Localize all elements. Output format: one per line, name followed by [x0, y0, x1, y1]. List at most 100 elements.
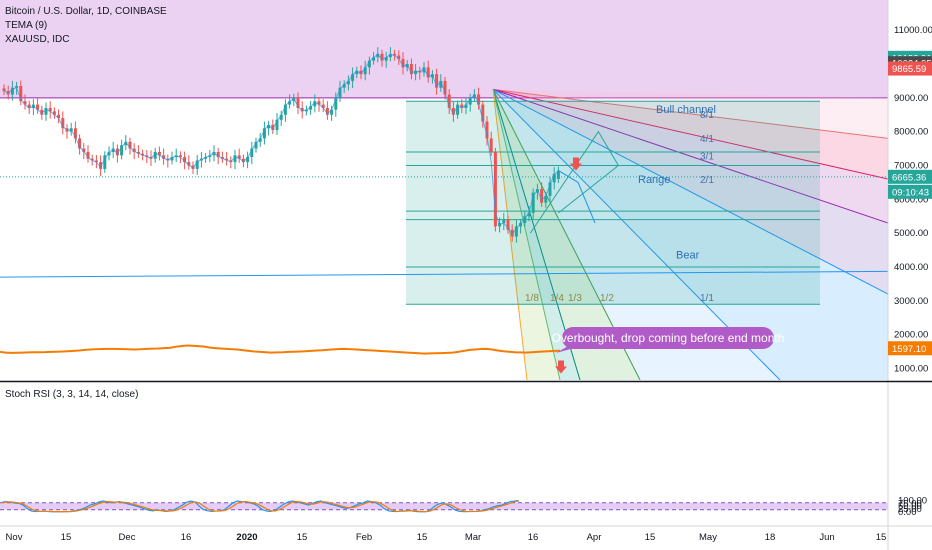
candle-body — [510, 229, 514, 237]
price-label-text: 6665.36 — [892, 172, 926, 183]
candle-body — [40, 109, 44, 115]
candle-body — [502, 219, 506, 224]
time-tick-label: Nov — [6, 532, 23, 543]
candle-body — [52, 111, 56, 115]
candle-body — [132, 148, 136, 152]
candle-body — [237, 155, 241, 159]
zone-label: Bull channel — [656, 104, 716, 116]
candle-body — [548, 182, 552, 196]
candle-body — [460, 104, 464, 108]
trend-line — [0, 270, 888, 278]
candle-body — [397, 55, 401, 59]
xauusd-line — [0, 344, 561, 355]
candle-body — [376, 53, 380, 58]
candle-body — [2, 88, 6, 92]
candle-body — [451, 107, 455, 115]
candle-body — [300, 107, 304, 112]
candle-body — [120, 145, 124, 156]
candle-body — [309, 106, 313, 110]
down-arrow-icon — [555, 360, 567, 374]
candle-body — [435, 74, 439, 88]
gann-fan-label: 2/1 — [700, 175, 714, 186]
candle-body — [393, 53, 397, 56]
symbol-title: Bitcoin / U.S. Dollar, 1D, COINBASE — [5, 6, 167, 17]
price-pane[interactable]: 8/1 4/1 3/1 2/1 1/1 1/2 1/3 1/4 1/8 Bull channel R… — [0, 0, 888, 380]
candle-body — [61, 118, 65, 129]
price-tick-label: 11000.00 — [894, 25, 932, 36]
countdown-box — [888, 184, 932, 199]
time-tick-label: 15 — [645, 532, 656, 543]
candle-body — [401, 58, 405, 68]
pattern-lines — [529, 130, 620, 234]
candle-body — [103, 155, 107, 169]
candle-body — [384, 57, 388, 61]
candle-body — [527, 212, 531, 217]
price-tick-label: 8000.00 — [894, 127, 928, 138]
candle-body — [342, 84, 346, 88]
candle-body — [359, 70, 363, 75]
gann-fan-line — [492, 89, 528, 380]
candle-body — [443, 80, 447, 95]
time-tick-label: 15 — [297, 532, 308, 543]
time-tick-label: Apr — [587, 532, 602, 543]
candle-body — [477, 94, 481, 105]
price-tick-label: 1000.00 — [894, 363, 928, 374]
candle-body — [48, 107, 52, 112]
candle-body — [73, 128, 77, 139]
stoch-rsi-legend[interactable]: Stoch RSI (3, 3, 14, 14, close) — [5, 389, 139, 400]
price-tick-label: 4000.00 — [894, 262, 928, 273]
gann-fan-line — [492, 88, 888, 180]
candle-body — [372, 57, 376, 61]
gann-fan-line — [492, 89, 561, 380]
stoch-d-line — [1, 500, 519, 513]
candle-body — [380, 53, 384, 61]
candle-body — [439, 80, 443, 88]
candle-body — [187, 162, 191, 166]
callout-text: Overbought, drop coming before end month — [552, 331, 785, 345]
candle-body — [447, 94, 451, 108]
candle-body — [86, 151, 90, 159]
candle-body — [254, 141, 258, 149]
candle-body — [36, 104, 40, 110]
candle-body — [296, 97, 300, 108]
stoch-tick-label: 100.00 — [898, 495, 927, 506]
stoch-rsi-pane[interactable] — [0, 499, 888, 513]
candle-body — [191, 165, 195, 169]
stoch-k-line — [1, 499, 519, 513]
candle-body — [388, 53, 392, 58]
candle-body — [523, 216, 527, 224]
time-tick-label: Feb — [356, 532, 372, 543]
candle-body — [10, 87, 14, 95]
candle-body — [363, 67, 367, 75]
price-label-box — [888, 61, 932, 76]
price-tick-label: 5000.00 — [894, 228, 928, 239]
candle-body — [468, 97, 472, 105]
gann-fan-label: 4/1 — [700, 134, 714, 145]
candle-body — [514, 226, 518, 237]
candle-body — [246, 157, 250, 163]
candle-body — [351, 74, 355, 81]
candle-body — [90, 158, 94, 161]
candle-body — [82, 148, 86, 152]
callout-layer: Overbought, drop coming before end month — [552, 327, 785, 353]
candle-body — [258, 138, 262, 142]
projection-path — [558, 170, 596, 224]
tema-legend[interactable]: TEMA (9) — [5, 20, 48, 31]
candle-body — [531, 192, 535, 213]
candle-body — [493, 151, 497, 227]
stoch-tick-label: 25.00 — [898, 504, 922, 515]
candle-body — [44, 107, 48, 115]
candle-body — [99, 162, 103, 169]
candle-body — [405, 64, 409, 68]
xauusd-legend[interactable]: XAUUSD, IDC — [5, 34, 70, 45]
candle-body — [489, 138, 493, 152]
candle-body — [283, 104, 287, 115]
time-tick-label: 15 — [417, 532, 428, 543]
candle-body — [157, 151, 161, 156]
callout-box — [562, 327, 774, 349]
gann-fan-label: 1/8 — [525, 293, 539, 304]
stoch-tick-label: 75.00 — [898, 498, 922, 509]
